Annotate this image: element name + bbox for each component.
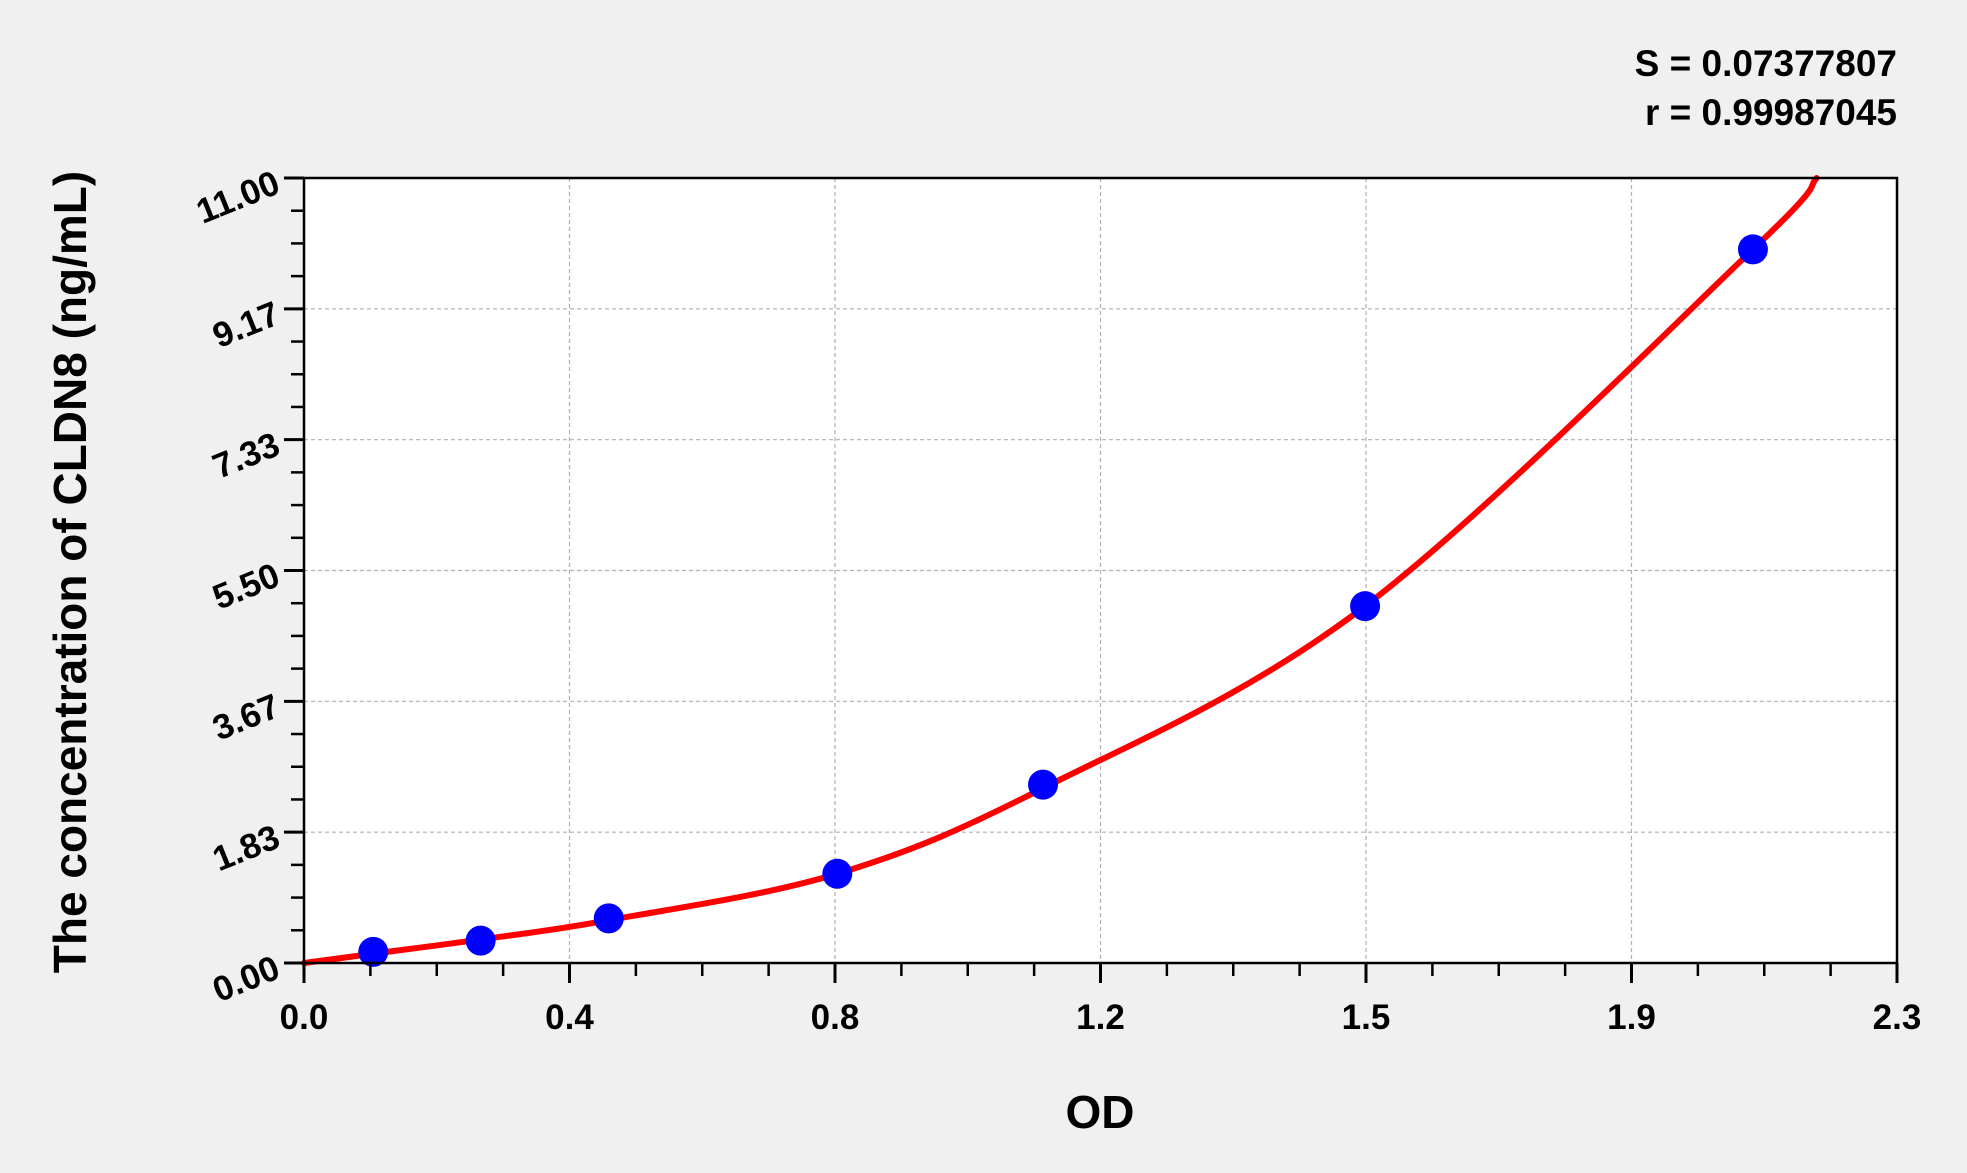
stat-r: r = 0.99987045 [1645, 92, 1897, 133]
data-point [1350, 591, 1381, 622]
y-tick-label: 11.00 [191, 163, 285, 231]
x-axis-title: OD [1066, 1086, 1135, 1138]
data-points-layer [358, 234, 1768, 967]
data-point [358, 936, 389, 967]
data-point [593, 903, 624, 934]
data-point [1028, 769, 1059, 800]
stat-s: S = 0.07377807 [1635, 43, 1897, 84]
y-tick-label: 0.00 [207, 948, 285, 1010]
y-tick-label: 1.83 [207, 817, 285, 879]
data-point [1737, 234, 1768, 265]
y-tick-label: 9.17 [207, 294, 285, 356]
x-tick-label: 0.8 [811, 998, 860, 1037]
data-point [465, 925, 496, 956]
y-tick-label: 3.67 [207, 687, 285, 749]
x-tick-label: 1.9 [1607, 998, 1656, 1037]
x-tick-label: 0.4 [545, 998, 594, 1037]
y-tick-label: 7.33 [207, 425, 285, 487]
y-tick-label: 5.50 [207, 556, 285, 618]
x-tick-label: 1.2 [1076, 998, 1125, 1037]
grid [304, 178, 1897, 963]
y-axis-title: The concentration of CLDN8 (ng/mL) [44, 171, 96, 973]
data-point [822, 858, 853, 889]
x-tick-label: 0.0 [280, 998, 329, 1037]
x-tick-label: 1.5 [1342, 998, 1391, 1037]
x-tick-label: 2.3 [1873, 998, 1922, 1037]
